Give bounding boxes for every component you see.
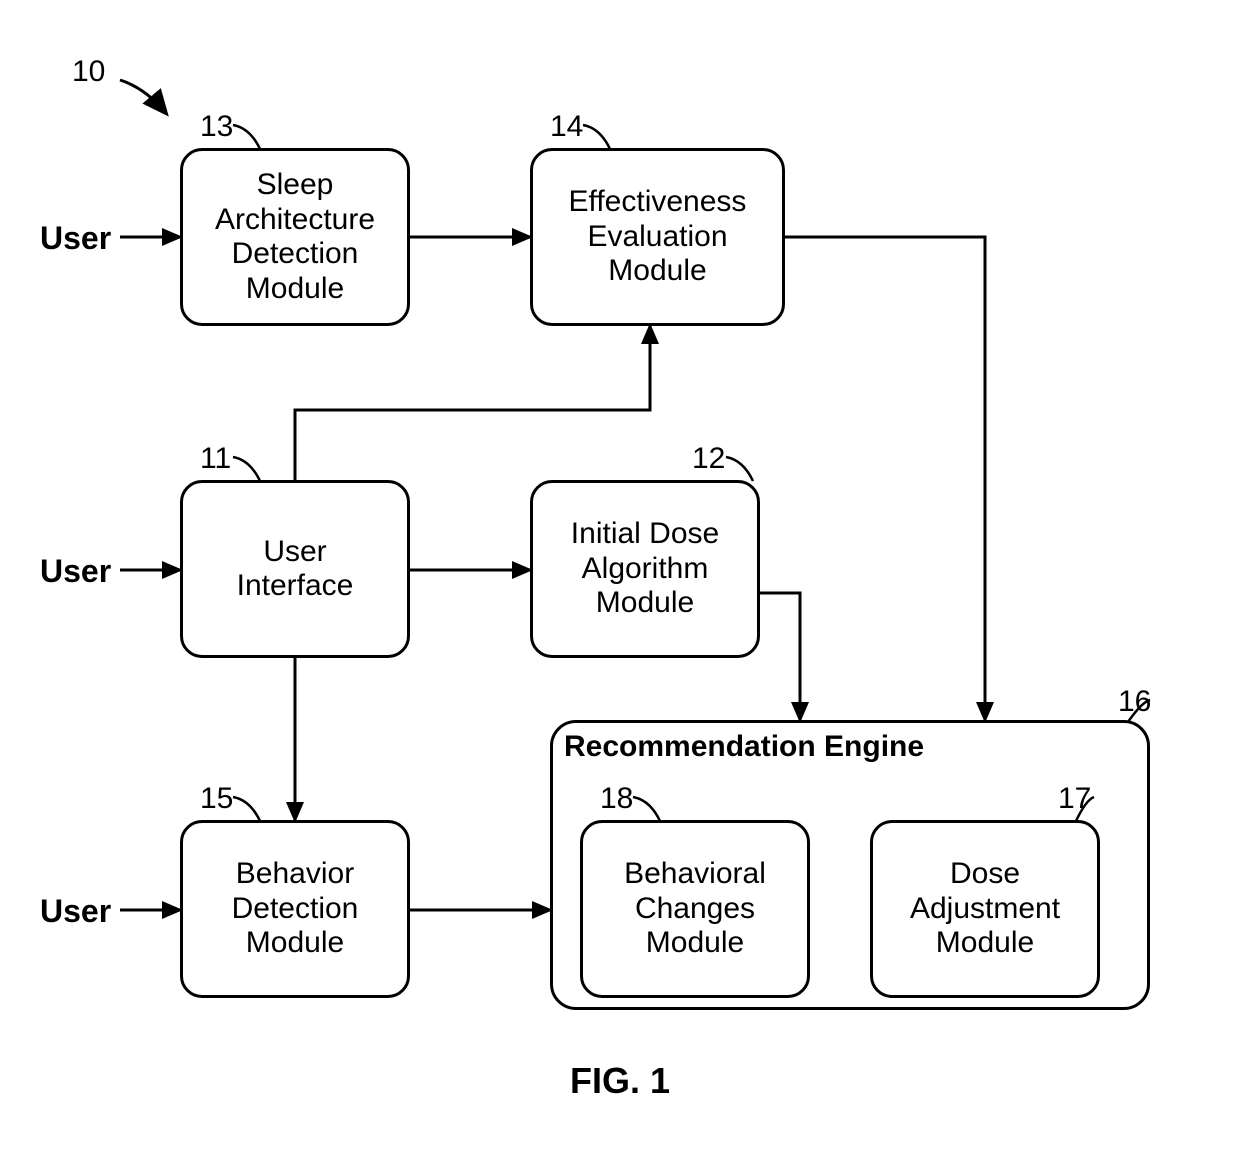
edge-11-14 — [295, 326, 650, 480]
node-11-user-interface: UserInterface — [180, 480, 410, 658]
figure-label: FIG. 1 — [0, 1060, 1240, 1102]
user-label-1: User — [40, 220, 111, 257]
node-15-label: BehaviorDetectionModule — [232, 857, 359, 961]
hook-12 — [726, 457, 753, 481]
hook-14 — [583, 125, 610, 149]
num-17: 17 — [1058, 782, 1091, 816]
diagram-number: 10 — [72, 55, 105, 89]
num-13: 13 — [200, 110, 233, 144]
node-13-sleep-architecture: SleepArchitectureDetectionModule — [180, 148, 410, 326]
edge-12-18 — [760, 593, 800, 720]
node-14-label: EffectivenessEvaluationModule — [569, 185, 747, 289]
hook-15 — [233, 797, 260, 821]
node-17-label: DoseAdjustmentModule — [910, 857, 1060, 961]
num-14: 14 — [550, 110, 583, 144]
num-16: 16 — [1118, 685, 1151, 719]
num-12: 12 — [692, 442, 725, 476]
hook-13 — [233, 125, 260, 149]
recommendation-engine-title: Recommendation Engine — [564, 730, 924, 764]
node-13-label: SleepArchitectureDetectionModule — [215, 168, 375, 306]
user-label-2: User — [40, 553, 111, 590]
num-11: 11 — [200, 442, 231, 476]
edge-14-17 — [785, 237, 985, 720]
hook-10 — [120, 80, 165, 112]
node-18-behavioral-changes: BehavioralChangesModule — [580, 820, 810, 998]
node-14-effectiveness: EffectivenessEvaluationModule — [530, 148, 785, 326]
num-18: 18 — [600, 782, 633, 816]
hook-11 — [233, 457, 260, 481]
user-label-3: User — [40, 893, 111, 930]
node-17-dose-adjustment: DoseAdjustmentModule — [870, 820, 1100, 998]
num-15: 15 — [200, 782, 233, 816]
node-15-behavior-detection: BehaviorDetectionModule — [180, 820, 410, 998]
node-18-label: BehavioralChangesModule — [624, 857, 766, 961]
node-12-label: Initial DoseAlgorithmModule — [571, 517, 719, 621]
node-12-initial-dose: Initial DoseAlgorithmModule — [530, 480, 760, 658]
node-11-label: UserInterface — [237, 535, 354, 604]
diagram-canvas: 10 User User User Recommendation Engine … — [0, 0, 1240, 1160]
